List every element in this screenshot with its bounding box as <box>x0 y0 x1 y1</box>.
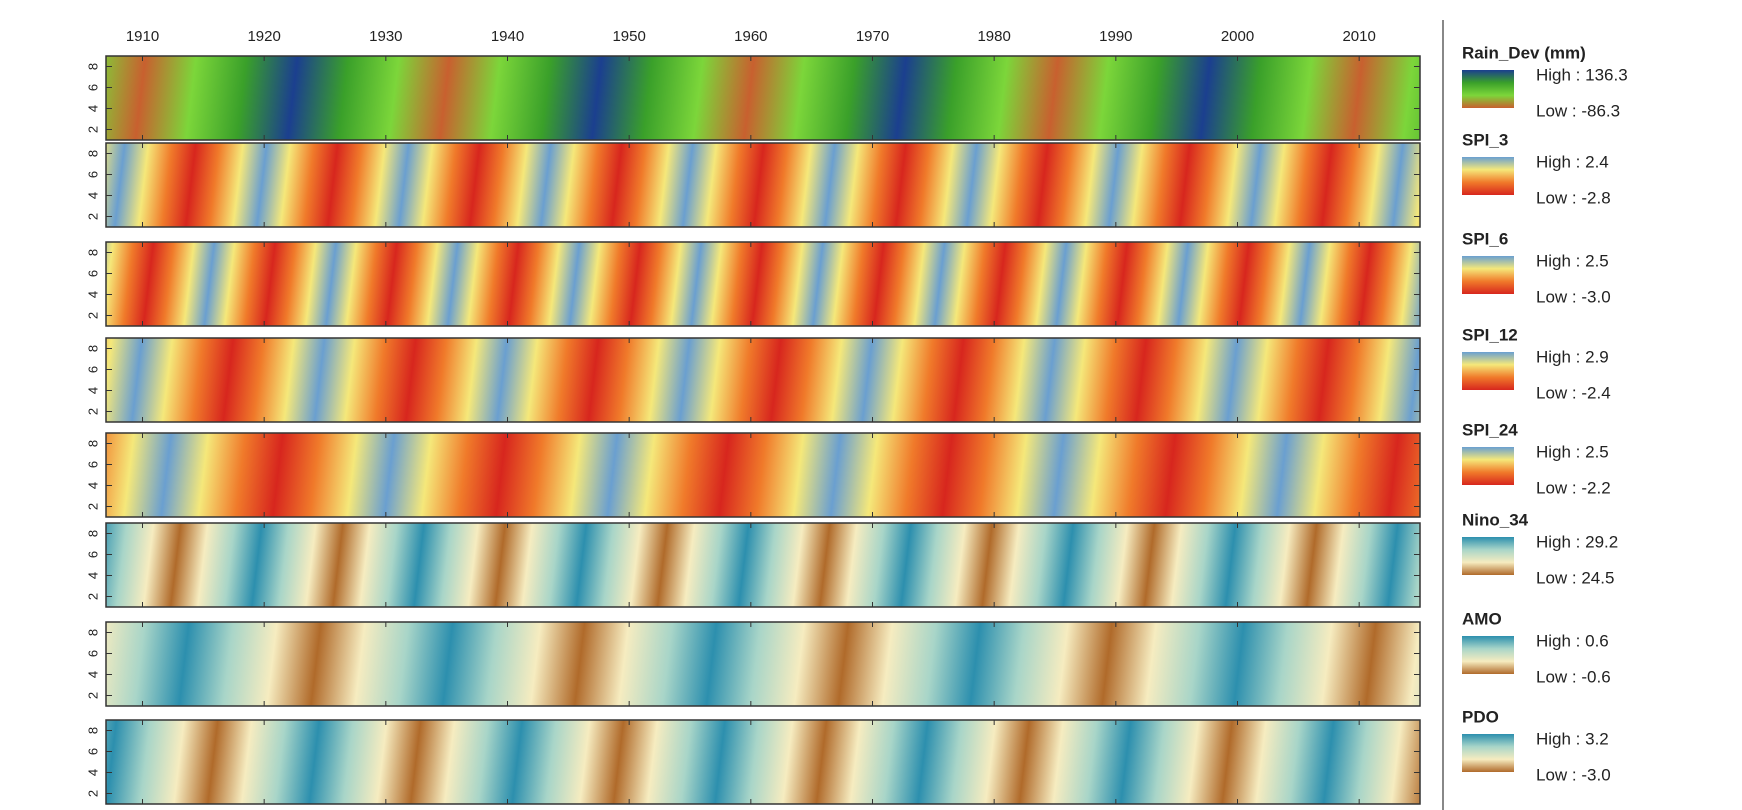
legend-high: High : 3.2 <box>1536 729 1609 748</box>
x-tick-label: 1920 <box>247 28 280 45</box>
x-tick-label: 1980 <box>977 28 1010 45</box>
legend-swatch <box>1462 537 1514 575</box>
x-tick-label: 1990 <box>1099 28 1132 45</box>
y-tick-label: 2 <box>85 126 100 133</box>
figure: 1910 1920 1930 1940 1950 1960 1970 1980 1990 2000… <box>0 0 1742 810</box>
heatmap-panel <box>106 720 1420 804</box>
legend-high: High : 136.3 <box>1536 65 1628 84</box>
heatmap-panel <box>106 56 1420 140</box>
y-tick-label: 4 <box>85 482 100 489</box>
y-tick-label: 4 <box>85 671 100 678</box>
legend-name: Nino_34 <box>1462 510 1529 529</box>
y-tick-label: 2 <box>85 213 100 220</box>
legend-swatch <box>1462 447 1514 485</box>
y-tick-label: 4 <box>85 769 100 776</box>
legend-high: High : 2.5 <box>1536 251 1609 270</box>
heatmap-panel <box>106 622 1420 706</box>
y-tick-label: 6 <box>85 366 100 373</box>
y-tick-label: 2 <box>85 312 100 319</box>
y-tick-label: 6 <box>85 748 100 755</box>
legend-swatch <box>1462 157 1514 195</box>
legend-low: Low : -2.2 <box>1536 478 1611 497</box>
y-tick-label: 4 <box>85 105 100 112</box>
y-tick-label: 6 <box>85 171 100 178</box>
y-tick-label: 2 <box>85 790 100 797</box>
legend-name: SPI_6 <box>1462 229 1508 248</box>
y-tick-label: 6 <box>85 461 100 468</box>
y-tick-label: 6 <box>85 270 100 277</box>
heatmap-panel <box>106 338 1420 422</box>
heatmap-panel <box>106 523 1420 607</box>
legend-swatch <box>1462 734 1514 772</box>
y-tick-label: 8 <box>85 629 100 636</box>
legend-low: Low : -3.0 <box>1536 765 1611 784</box>
legend-low: Low : -86.3 <box>1536 101 1620 120</box>
y-tick-label: 4 <box>85 291 100 298</box>
y-tick-label: 2 <box>85 692 100 699</box>
y-tick-label: 4 <box>85 192 100 199</box>
x-tick-label: 2010 <box>1342 28 1375 45</box>
legend-swatch <box>1462 70 1514 108</box>
legend-low: Low : 24.5 <box>1536 568 1614 587</box>
y-tick-label: 4 <box>85 572 100 579</box>
y-tick-label: 2 <box>85 408 100 415</box>
y-tick-label: 8 <box>85 150 100 157</box>
legend-name: AMO <box>1462 609 1502 628</box>
x-tick-label: 2000 <box>1221 28 1254 45</box>
x-tick-label: 1950 <box>612 28 645 45</box>
legend-swatch <box>1462 256 1514 294</box>
legend-name: SPI_24 <box>1462 420 1518 439</box>
y-tick-label: 8 <box>85 530 100 537</box>
heatmap-panel <box>106 242 1420 326</box>
legend-high: High : 2.5 <box>1536 442 1609 461</box>
legend-name: PDO <box>1462 707 1499 726</box>
legend-low: Low : -2.4 <box>1536 383 1611 402</box>
x-tick-label: 1960 <box>734 28 767 45</box>
heatmap-panel <box>106 143 1420 227</box>
y-tick-label: 6 <box>85 551 100 558</box>
legend-name: SPI_12 <box>1462 325 1518 344</box>
legend-high: High : 0.6 <box>1536 631 1609 650</box>
y-tick-label: 6 <box>85 84 100 91</box>
y-tick-label: 2 <box>85 593 100 600</box>
legend-swatch <box>1462 352 1514 390</box>
legend-name: SPI_3 <box>1462 130 1508 149</box>
heatmap-panel <box>106 433 1420 517</box>
legend-high: High : 2.9 <box>1536 347 1609 366</box>
legend-low: Low : -0.6 <box>1536 667 1611 686</box>
y-tick-label: 8 <box>85 63 100 70</box>
x-tick-label: 1910 <box>126 28 159 45</box>
y-tick-label: 2 <box>85 503 100 510</box>
x-tick-label: 1970 <box>856 28 889 45</box>
x-tick-label: 1930 <box>369 28 402 45</box>
y-tick-label: 8 <box>85 727 100 734</box>
y-tick-label: 4 <box>85 387 100 394</box>
y-tick-label: 8 <box>85 345 100 352</box>
legend-high: High : 29.2 <box>1536 532 1618 551</box>
y-tick-label: 8 <box>85 249 100 256</box>
legend-swatch <box>1462 636 1514 674</box>
y-tick-label: 8 <box>85 440 100 447</box>
y-tick-label: 6 <box>85 650 100 657</box>
legend-low: Low : -2.8 <box>1536 188 1611 207</box>
legend-low: Low : -3.0 <box>1536 287 1611 306</box>
legend-name: Rain_Dev (mm) <box>1462 43 1586 62</box>
x-tick-label: 1940 <box>491 28 524 45</box>
legend-high: High : 2.4 <box>1536 152 1609 171</box>
